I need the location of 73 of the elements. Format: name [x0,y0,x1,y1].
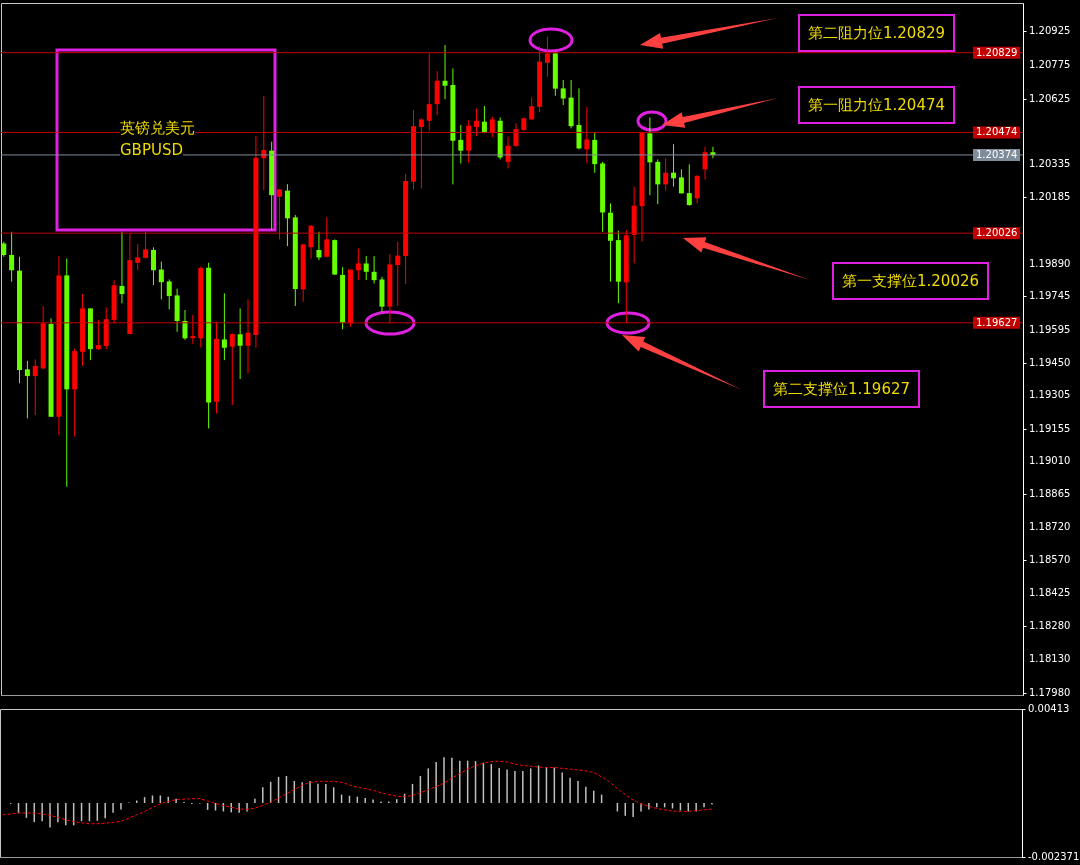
y-tick-label: 1.20625 [1029,92,1071,104]
y-tick-label: 1.18130 [1029,653,1071,665]
annotation: 第二支撑位1.19627 [763,370,921,408]
candlestick [119,231,125,304]
candlestick [529,96,535,121]
annotation: 第二阻力位1.20829 [798,14,956,52]
y-tick-label: 1.20185 [1029,191,1071,203]
candlestick [395,241,401,307]
candlestick [9,231,15,283]
y-tick-label: -0.002371 [1028,851,1080,862]
candlestick [95,319,101,351]
ref-line-label: 1.19627 [976,316,1018,328]
ref-line-label: 1.20474 [976,126,1018,138]
y-tick-label: 1.20335 [1029,157,1071,169]
candlestick [442,44,448,100]
candlestick [544,36,550,78]
y-tick-label: 1.18280 [1029,619,1071,631]
candlestick [135,243,141,271]
candlestick [663,157,669,192]
candlestick [426,52,432,132]
y-tick-label: 1.20775 [1029,58,1071,70]
candlestick [221,292,227,361]
ref-line-label: 1.20374 [976,148,1018,160]
annotation: 英镑兑美元 [120,119,195,137]
candlestick [237,307,243,380]
candlestick [576,87,582,150]
candlestick [371,255,377,284]
candlestick [316,231,322,261]
candlestick [229,332,235,406]
candlestick [694,174,700,204]
candlestick [277,188,283,240]
y-tick-label: 1.19595 [1029,324,1071,336]
candlestick [245,298,251,374]
candlestick [489,116,495,138]
candlestick [363,255,369,281]
y-tick-label: 1.20925 [1029,25,1071,37]
candlestick [32,358,38,416]
candlestick [678,168,684,194]
y-tick-label: 1.19890 [1029,257,1071,269]
y-tick-label: 1.19305 [1029,389,1071,401]
candlestick [655,158,661,205]
candlestick [560,79,566,106]
candlestick [686,163,692,207]
candlestick [458,124,464,164]
y-tick-label: 1.19010 [1029,455,1071,467]
candlestick [24,360,30,419]
candlestick [584,106,590,164]
candlestick [324,216,330,258]
y-tick-label: 1.19450 [1029,356,1071,368]
line-series [2,760,713,825]
y-tick-label: 1.18425 [1029,586,1071,598]
y-tick-label: 1.18570 [1029,554,1071,566]
ref-line-label: 1.20829 [976,46,1018,58]
candlestick [182,309,188,341]
y-tick-label: 0.00413 [1028,703,1070,714]
annotation: 第一阻力位1.20474 [798,86,956,124]
candlestick [418,117,424,189]
y-tick-label: 1.18720 [1029,520,1071,532]
y-tick-label: 1.19155 [1029,422,1071,434]
y-tick-label: 1.18865 [1029,488,1071,500]
y-tick-label: 1.17980 [1029,686,1071,698]
candlestick [474,107,480,137]
candlestick [166,278,172,310]
y-tick-label: 1.19745 [1029,290,1071,302]
candlestick [190,314,196,345]
ref-line-label: 1.20026 [976,227,1018,239]
candlestick [150,246,156,286]
annotation: GBPUSD [120,141,184,159]
candlestick [434,70,440,116]
annotation: 第一支撑位1.20026 [832,262,990,300]
candlestick [143,231,149,260]
candlestick [355,247,361,281]
candlestick [158,261,164,300]
